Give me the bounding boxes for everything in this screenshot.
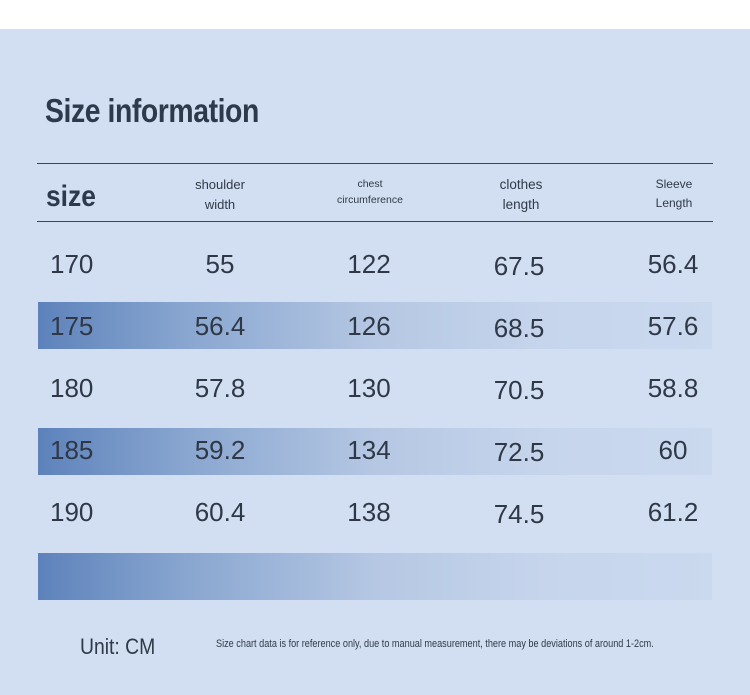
cell-sleeve-length: 57.6: [647, 311, 699, 341]
cell-shoulder-width: 57.8: [194, 373, 246, 403]
cell-clothes-length: 67.5: [493, 251, 545, 281]
cell-sleeve-length: 58.8: [647, 373, 699, 403]
cell-sleeve-length: 60: [658, 435, 688, 465]
cell-size: 175: [50, 311, 94, 341]
cell-sleeve-length: 56.4: [647, 249, 699, 279]
cell-shoulder-width: 56.4: [194, 311, 246, 341]
cell-chest-circumference: 134: [347, 435, 391, 465]
row-band: [38, 302, 712, 349]
cell-chest-circumference: 138: [347, 497, 391, 527]
header-chest-line2: circumference: [337, 194, 403, 206]
row-band: [38, 428, 712, 475]
header-shoulder-line1: shoulder: [195, 177, 245, 192]
footer-band: [38, 553, 712, 600]
header-shoulder-width: shoulder width: [180, 175, 260, 215]
cell-sleeve-length: 61.2: [647, 497, 699, 527]
cell-shoulder-width: 59.2: [194, 435, 246, 465]
cell-clothes-length: 68.5: [493, 313, 545, 343]
header-clothes-length: clothes length: [481, 175, 561, 215]
disclaimer-note: Size chart data is for reference only, d…: [216, 638, 654, 650]
cell-clothes-length: 72.5: [493, 437, 545, 467]
cell-chest-circumference: 122: [347, 249, 391, 279]
cell-chest-circumference: 126: [347, 311, 391, 341]
cell-size: 170: [50, 249, 94, 279]
header-chest-line1: chest: [357, 178, 383, 190]
header-sleeve-length: Sleeve Length: [639, 175, 709, 213]
cell-size: 190: [50, 497, 94, 527]
cell-size: 180: [50, 373, 94, 403]
cell-shoulder-width: 55: [205, 249, 235, 279]
header-top-rule: [37, 163, 713, 164]
header-clothes-line2: length: [502, 197, 540, 212]
header-size: size: [46, 180, 96, 213]
header-clothes-line1: clothes: [499, 177, 543, 192]
unit-label: Unit: CM: [80, 634, 156, 659]
cell-chest-circumference: 130: [347, 373, 391, 403]
cell-clothes-length: 74.5: [493, 499, 545, 529]
cell-clothes-length: 70.5: [493, 375, 545, 405]
header-bottom-rule: [37, 221, 713, 222]
header-chest-circumference: chest circumference: [320, 176, 420, 208]
header-sleeve-line2: Length: [655, 196, 693, 210]
cell-size: 185: [50, 435, 94, 465]
header-sleeve-line1: Sleeve: [655, 177, 693, 191]
header-shoulder-line2: width: [204, 197, 236, 212]
cell-shoulder-width: 60.4: [194, 497, 246, 527]
page-title: Size information: [45, 92, 259, 129]
